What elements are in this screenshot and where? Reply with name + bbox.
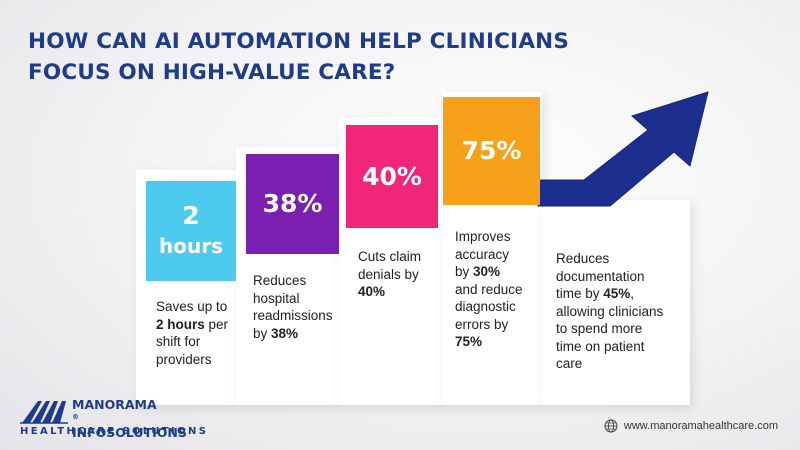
stat-value: 75% — [461, 136, 522, 165]
brand-tagline: HEALTHCARE SOLUTIONS — [20, 426, 209, 437]
stat-tile-75: 75% — [443, 97, 540, 205]
stat-unit: hours — [159, 234, 223, 258]
globe-icon — [604, 419, 618, 433]
title-line-1: HOW CAN AI AUTOMATION HELP CLINICIANS — [28, 29, 570, 54]
website-link[interactable]: www.manoramahealthcare.com — [604, 419, 778, 433]
title-line-2: FOCUS ON HIGH-VALUE CARE? — [28, 60, 396, 85]
stat-tile-40: 40% — [346, 125, 438, 228]
step-5-description: Reduces documentation time by 45%, allow… — [556, 251, 664, 371]
stat-value: 38% — [262, 189, 323, 218]
stat-value: 40% — [362, 161, 422, 191]
step-2-description: Reduces hospital readmissions by 38% — [253, 273, 333, 341]
brand-name: MANORAMA ® INFOSOLUTIONS — [72, 397, 187, 441]
step-5-panel — [542, 200, 690, 405]
manorama-logo-icon — [20, 401, 68, 424]
step-3-description: Cuts claim denials by 40% — [358, 249, 422, 299]
stat-value: 2 — [182, 201, 200, 230]
step-1-description: Saves up to 2 hours per shift for provid… — [156, 299, 229, 367]
page-title: HOW CAN AI AUTOMATION HELP CLINICIANS FO… — [28, 26, 569, 88]
website-url: www.manoramahealthcare.com — [623, 420, 778, 432]
stat-tile-38: 38% — [246, 154, 339, 254]
stat-tile-hours: 2 hours — [146, 181, 236, 281]
step-4-description: Improves accuracy by 30% and reduce diag… — [455, 229, 523, 349]
growth-arrow-icon — [537, 91, 709, 207]
